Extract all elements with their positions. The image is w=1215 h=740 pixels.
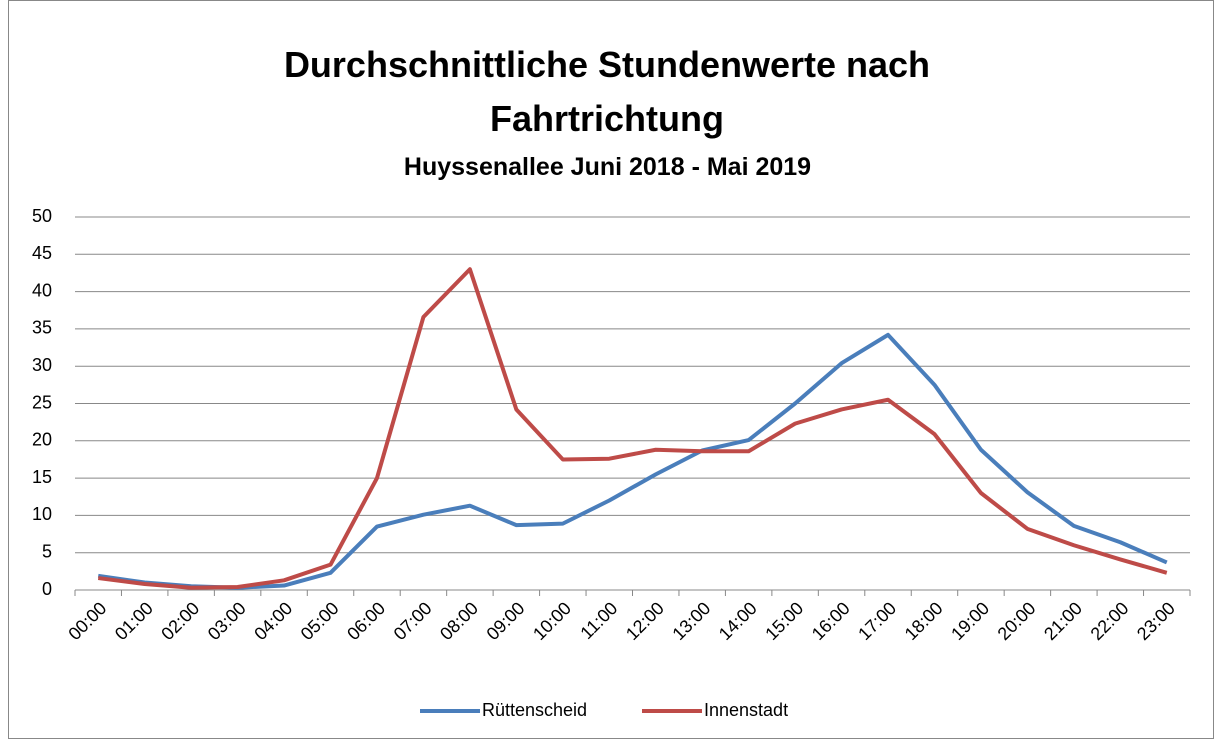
legend-label: Rüttenscheid xyxy=(482,700,587,720)
legend-label: Innenstadt xyxy=(704,700,788,720)
line-series xyxy=(97,267,1168,590)
y-tick-label: 30 xyxy=(32,355,52,375)
line-series xyxy=(97,332,1168,590)
y-tick-label: 10 xyxy=(32,504,52,524)
y-tick-label: 20 xyxy=(32,430,52,450)
y-tick-label: 15 xyxy=(32,467,52,487)
chart-subtitle: Huyssenallee Juni 2018 - Mai 2019 xyxy=(403,153,812,181)
y-tick-label: 35 xyxy=(32,318,52,338)
y-tick-label: 0 xyxy=(42,579,52,599)
y-tick-label: 40 xyxy=(32,280,52,300)
chart-title: Durchschnittliche Stundenwerte nach Fahr… xyxy=(283,44,931,139)
y-tick-label: 45 xyxy=(32,243,52,263)
y-tick-label: 25 xyxy=(32,392,52,412)
y-tick-label: 50 xyxy=(32,206,52,226)
y-tick-label: 5 xyxy=(42,541,52,561)
chart-border xyxy=(8,0,1214,739)
